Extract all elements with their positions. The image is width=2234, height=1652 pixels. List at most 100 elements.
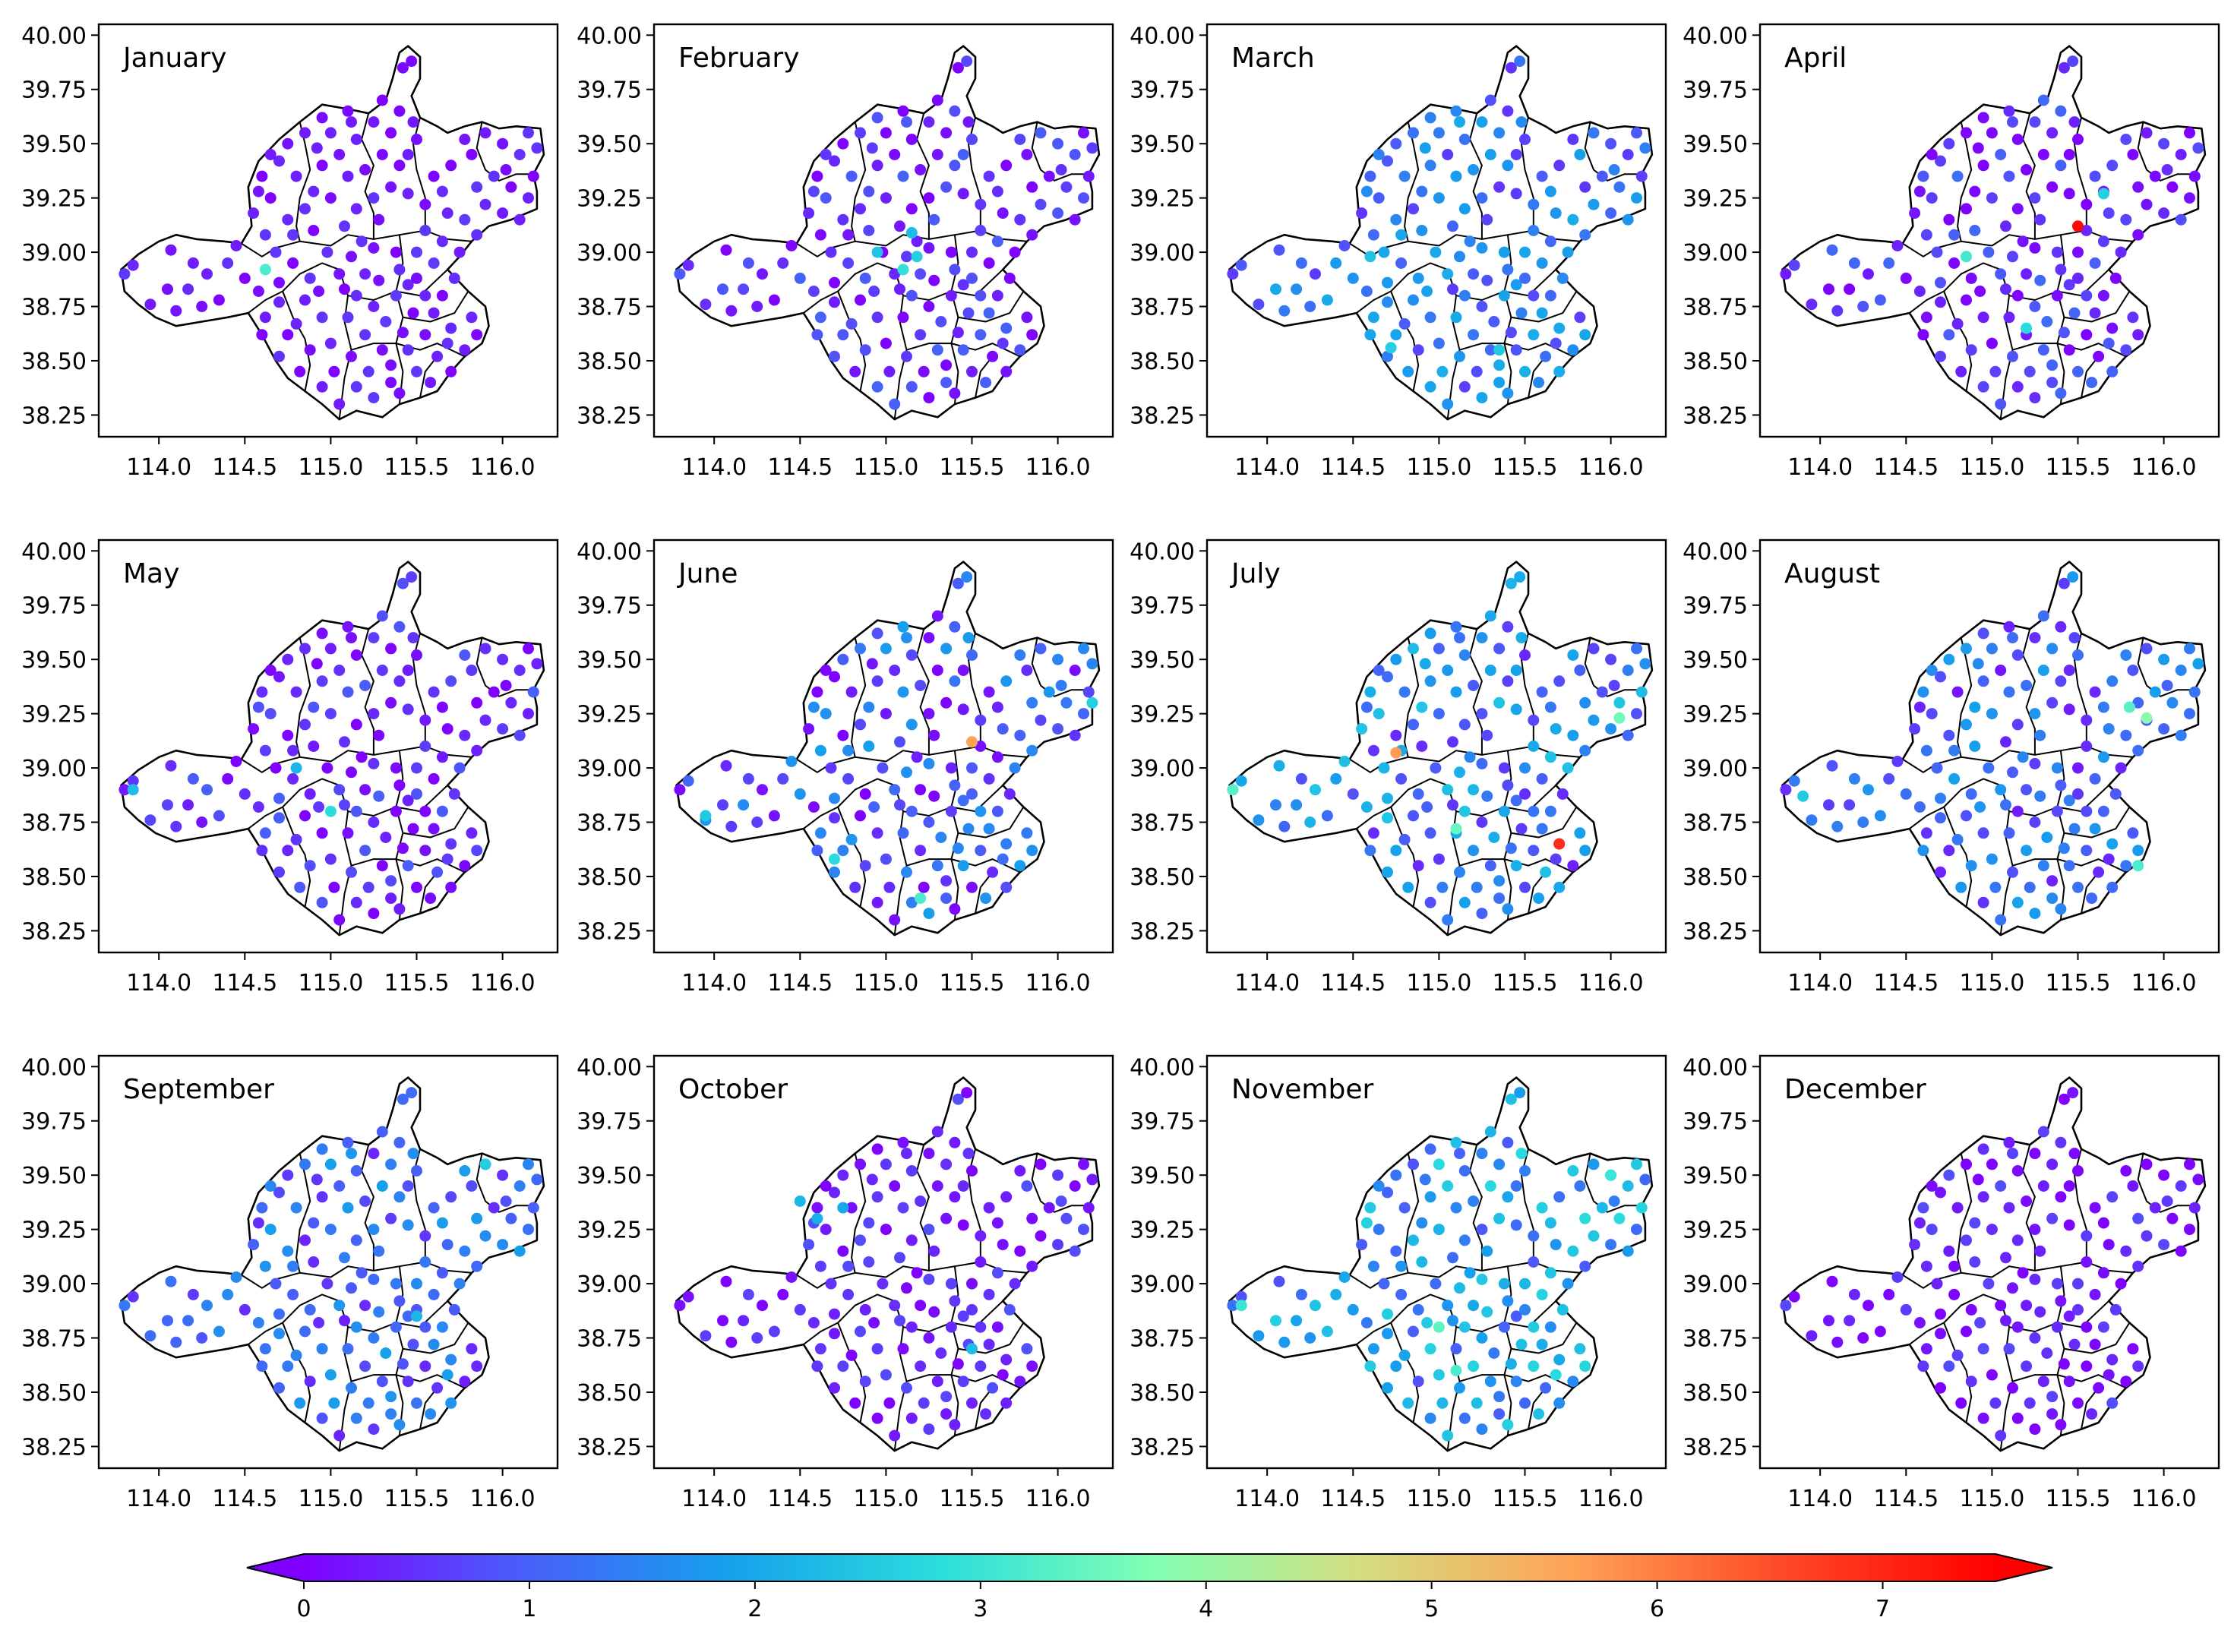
- station-point: [385, 1212, 397, 1224]
- station-point: [2120, 860, 2132, 872]
- county-boundary: [2064, 806, 2131, 839]
- station-point: [1052, 1169, 1064, 1181]
- station-point: [2046, 127, 2059, 139]
- x-tick-label: 116.0: [2131, 970, 2197, 997]
- station-point: [837, 1360, 849, 1372]
- station-point: [2058, 62, 2070, 74]
- county-boundary: [1404, 637, 1420, 758]
- station-point: [527, 170, 539, 182]
- y-tick-label: 39.00: [21, 1271, 87, 1298]
- station-point: [419, 225, 431, 236]
- station-point: [187, 257, 199, 269]
- station-point: [1995, 665, 2007, 676]
- y-tick-label: 38.25: [1683, 403, 1748, 429]
- station-point: [441, 723, 453, 735]
- station-point: [411, 246, 422, 258]
- station-point: [333, 398, 346, 410]
- x-tick-label: 114.5: [1873, 1486, 1939, 1512]
- station-point: [459, 134, 471, 145]
- station-point: [1458, 1234, 1471, 1246]
- station-point: [901, 766, 912, 779]
- station-point: [1433, 853, 1445, 865]
- station-point: [2041, 832, 2053, 843]
- station-point: [1493, 1408, 1506, 1420]
- station-point: [479, 127, 491, 139]
- station-point: [436, 289, 448, 302]
- station-point: [1035, 1230, 1047, 1242]
- station-point: [1553, 322, 1566, 334]
- station-point: [1519, 788, 1531, 800]
- station-point: [419, 198, 431, 210]
- station-point: [961, 55, 973, 68]
- station-point: [871, 112, 883, 124]
- x-tick-label: 115.0: [1959, 454, 2024, 481]
- station-point: [441, 1239, 453, 1251]
- station-point: [931, 610, 943, 622]
- station-point: [1060, 696, 1073, 709]
- station-point: [445, 365, 457, 377]
- station-point: [1605, 653, 1617, 665]
- station-point: [2097, 1321, 2109, 1333]
- station-point: [445, 675, 457, 687]
- station-point: [2011, 1165, 2024, 1177]
- station-point: [1430, 1278, 1442, 1290]
- station-point: [894, 1252, 905, 1264]
- station-point: [897, 264, 909, 276]
- station-point: [308, 1217, 320, 1229]
- station-point: [923, 242, 935, 254]
- station-point: [1395, 1288, 1408, 1300]
- station-point: [911, 1267, 923, 1279]
- station-point: [1360, 286, 1373, 297]
- station-point: [2003, 621, 2015, 633]
- station-point: [923, 1224, 935, 1236]
- station-point: [1000, 1354, 1013, 1366]
- station-point: [997, 337, 1009, 349]
- station-point: [1454, 866, 1465, 878]
- station-point: [479, 643, 491, 655]
- station-point: [966, 1165, 978, 1177]
- station-point: [2068, 116, 2081, 128]
- county-boundary: [2022, 112, 2036, 239]
- station-point: [324, 192, 337, 204]
- station-point: [1412, 1303, 1424, 1316]
- station-point: [359, 268, 371, 280]
- station-point: [901, 350, 912, 362]
- station-point: [445, 1191, 457, 1203]
- county-boundary: [403, 1322, 469, 1354]
- station-point: [1909, 1239, 1921, 1251]
- station-point: [829, 1308, 840, 1320]
- station-point: [1891, 1271, 1904, 1283]
- station-point: [282, 329, 294, 341]
- station-point: [1052, 653, 1064, 665]
- station-point: [1502, 387, 1514, 400]
- station-point: [2166, 181, 2179, 193]
- station-point: [342, 827, 354, 839]
- station-point: [957, 279, 969, 291]
- y-tick-label: 39.50: [1683, 131, 1748, 158]
- station-point: [2003, 686, 2015, 698]
- station-point: [316, 1412, 328, 1424]
- station-point: [2132, 845, 2144, 857]
- station-point: [1969, 701, 1981, 713]
- station-point: [428, 170, 440, 182]
- station-point: [1935, 792, 1946, 804]
- x-tick-label: 115.0: [1406, 1486, 1471, 1512]
- station-point: [393, 387, 406, 400]
- station-point: [742, 772, 754, 785]
- station-point: [466, 149, 478, 160]
- station-point: [1986, 192, 1998, 204]
- station-point: [975, 1256, 987, 1268]
- station-point: [346, 632, 357, 644]
- y-tick-label: 39.25: [1130, 702, 1195, 728]
- station-point: [940, 1391, 953, 1403]
- station-point: [1935, 1382, 1946, 1394]
- station-point: [794, 1303, 806, 1316]
- station-point: [1920, 827, 1932, 839]
- station-point: [376, 860, 388, 872]
- station-point: [1069, 1180, 1081, 1192]
- station-point: [1382, 1382, 1393, 1394]
- station-point: [1995, 149, 2007, 160]
- station-point: [1330, 257, 1342, 269]
- station-point: [1390, 653, 1402, 665]
- station-point: [1969, 1256, 1981, 1268]
